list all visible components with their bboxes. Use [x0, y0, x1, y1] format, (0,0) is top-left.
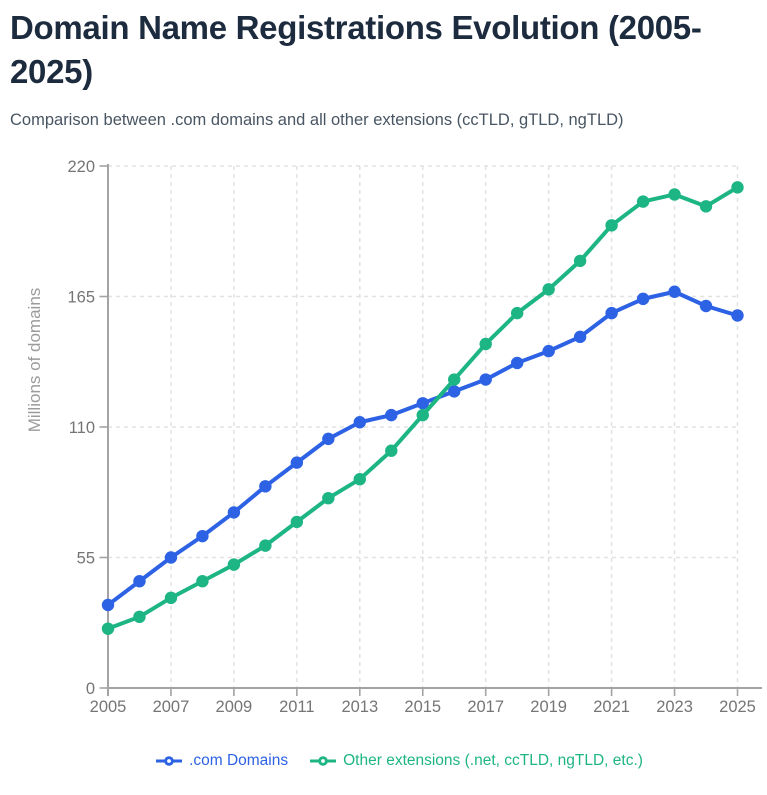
com-domains-point-2021[interactable]	[605, 306, 618, 320]
grid-layer	[108, 165, 739, 688]
legend-marker-com-domains-icon	[156, 756, 183, 766]
other-extensions-net-cctld-ngtld-etc-point-2005[interactable]	[101, 622, 115, 635]
legend-marker-other-extensions-net-cctld-ngtld-etc-icon	[310, 756, 337, 766]
com-domains-point-2012[interactable]	[322, 432, 335, 446]
com-domains-point-2020[interactable]	[573, 330, 587, 344]
other-extensions-net-cctld-ngtld-etc-point-2018[interactable]	[510, 306, 524, 320]
x-tick-label-2007: 2007	[153, 698, 190, 716]
chart-canvas: 0 55 110 165 220 2005 2007 2009 2011 2013 2015 2017…	[25, 158, 762, 716]
y-tick-label-110: 110	[69, 419, 95, 437]
y-tick-label-55: 55	[77, 549, 95, 567]
axes-layer: 0 55 110 165 220 2005 2007 2009 2011 2013 2015 2017…	[67, 158, 762, 716]
x-tick-label-2017: 2017	[467, 698, 504, 716]
com-domains-point-2010[interactable]	[259, 480, 272, 493]
x-tick-label-2009: 2009	[216, 698, 253, 716]
com-domains-point-2015[interactable]	[416, 397, 429, 410]
x-tick-label-2025: 2025	[719, 698, 756, 716]
com-domains-point-2014[interactable]	[385, 408, 398, 422]
chart-legend: .com Domains Other extensions (.net, ccTL…	[0, 752, 767, 770]
other-extensions-net-cctld-ngtld-etc-point-2006[interactable]	[133, 610, 146, 624]
com-domains-point-2016[interactable]	[448, 385, 461, 398]
legend-item-com-domains[interactable]: .com Domains	[156, 752, 288, 770]
com-domains-point-2006[interactable]	[133, 575, 146, 588]
other-extensions-net-cctld-ngtld-etc-point-2024[interactable]	[699, 200, 713, 213]
other-extensions-net-cctld-ngtld-etc-point-2021[interactable]	[605, 219, 618, 232]
com-domains-point-2022[interactable]	[636, 292, 650, 306]
other-extensions-net-cctld-ngtld-etc-point-2012[interactable]	[322, 491, 335, 505]
legend-label-other-extensions-net-cctld-ngtld-etc: Other extensions (.net, ccTLD, ngTLD, et…	[343, 752, 643, 769]
y-tick-label-220: 220	[67, 158, 95, 176]
x-tick-label-2015: 2015	[404, 698, 441, 716]
x-tick-label-2005: 2005	[90, 698, 127, 716]
com-domains-point-2008[interactable]	[196, 529, 209, 543]
other-extensions-net-cctld-ngtld-etc-point-2019[interactable]	[542, 283, 555, 296]
other-extensions-net-cctld-ngtld-etc-point-2009[interactable]	[227, 558, 241, 571]
line-chart: 0 55 110 165 220 2005 2007 2009 2011 2013 2015 2017…	[0, 140, 767, 745]
page-title: Domain Name Registrations Evolution (200…	[10, 9, 702, 90]
other-extensions-net-cctld-ngtld-etc-point-2022[interactable]	[636, 195, 650, 208]
other-extensions-net-cctld-ngtld-etc-point-2016[interactable]	[448, 373, 461, 386]
other-extensions-net-cctld-ngtld-etc-point-2011[interactable]	[290, 515, 304, 529]
x-tick-label-2019: 2019	[530, 698, 567, 716]
other-extensions-net-cctld-ngtld-etc-point-2008[interactable]	[196, 575, 209, 588]
series-other-extensions-net-cctld-ngtld-etc	[101, 181, 744, 635]
other-extensions-net-cctld-ngtld-etc-point-2010[interactable]	[259, 539, 272, 552]
other-extensions-net-cctld-ngtld-etc-point-2017[interactable]	[479, 337, 492, 351]
y-tick-label-0: 0	[86, 680, 95, 698]
com-domains-point-2019[interactable]	[542, 344, 555, 358]
legend-label-com-domains: .com Domains	[189, 752, 289, 769]
x-tick-label-2023: 2023	[656, 698, 693, 716]
other-extensions-net-cctld-ngtld-etc-point-2023[interactable]	[668, 188, 681, 201]
com-domains-point-2018[interactable]	[510, 356, 524, 370]
other-extensions-net-cctld-ngtld-etc-point-2025[interactable]	[731, 181, 744, 194]
x-tick-label-2011: 2011	[279, 698, 314, 716]
other-extensions-net-cctld-ngtld-etc-point-2014[interactable]	[385, 444, 398, 457]
series-com-domains	[101, 285, 744, 612]
x-tick-label-2021: 2021	[593, 698, 630, 716]
legend-item-other-extensions-net-cctld-ngtld-etc[interactable]: Other extensions (.net, ccTLD, ngTLD, et…	[310, 752, 643, 770]
y-tick-label-165: 165	[67, 288, 95, 306]
com-domains-point-2009[interactable]	[227, 506, 241, 519]
com-domains-point-2005[interactable]	[101, 598, 115, 612]
page-subtitle: Comparison between .com domains and all …	[10, 110, 624, 129]
other-extensions-net-cctld-ngtld-etc-point-2020[interactable]	[573, 254, 587, 268]
com-domains-point-2017[interactable]	[479, 373, 492, 386]
x-tick-label-2013: 2013	[341, 698, 378, 716]
com-domains-point-2013[interactable]	[353, 416, 366, 429]
other-extensions-net-cctld-ngtld-etc-point-2007[interactable]	[164, 591, 178, 605]
com-domains-point-2023[interactable]	[668, 285, 681, 298]
com-domains-point-2011[interactable]	[290, 456, 304, 469]
com-domains-point-2025[interactable]	[731, 309, 744, 322]
other-extensions-net-cctld-ngtld-etc-point-2013[interactable]	[353, 473, 366, 486]
com-domains-point-2024[interactable]	[699, 299, 713, 313]
com-domains-point-2007[interactable]	[164, 551, 178, 564]
y-axis-title: Millions of domains	[25, 288, 44, 433]
other-extensions-net-cctld-ngtld-etc-point-2015[interactable]	[416, 408, 429, 422]
